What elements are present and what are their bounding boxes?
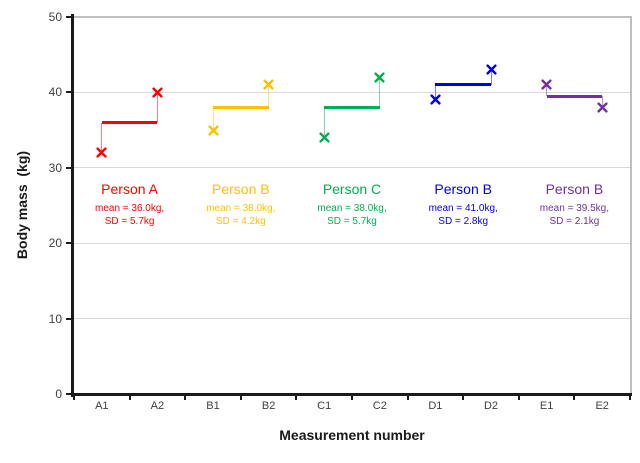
y-axis-line <box>71 14 74 397</box>
y-axis-tick <box>66 242 71 245</box>
x-tick-label: E1 <box>539 400 554 412</box>
x-axis-tick <box>406 396 409 400</box>
x-tick-label: C1 <box>317 400 332 412</box>
group-mean-text: mean = 41.0kg, <box>428 203 498 214</box>
group-title: Person B <box>545 181 604 197</box>
x-tick-label: C2 <box>372 400 387 412</box>
connector-line <box>323 107 325 138</box>
connector-line <box>434 84 436 100</box>
connector-line <box>490 69 492 85</box>
group-annotation: Person B mean = 38.0kg, SD = 4.2kg <box>183 181 299 228</box>
gridline <box>74 167 630 169</box>
group-sd-text: SD = 2.8kg <box>438 216 489 227</box>
x-axis-tick <box>629 396 631 400</box>
y-axis-tick <box>66 16 71 18</box>
connector-line <box>268 84 270 108</box>
data-marker <box>152 87 163 98</box>
gridline <box>74 318 630 320</box>
x-axis-title: Measurement number <box>279 427 425 443</box>
data-marker <box>374 72 385 83</box>
group-mean-text: mean = 39.5kg, <box>539 203 609 214</box>
plot-border-right <box>630 16 632 394</box>
connector-line <box>212 107 214 131</box>
connector-line <box>156 92 158 123</box>
group-title: Person B <box>212 181 270 197</box>
data-marker <box>263 79 274 90</box>
y-tick-label: 50 <box>48 10 62 24</box>
gridline <box>74 242 630 244</box>
x-tick-label: A2 <box>150 400 165 412</box>
group-sd-text: SD = 5.7kg <box>104 216 155 227</box>
x-axis-tick <box>351 396 353 400</box>
group-mean-text: mean = 36.0kg, <box>94 203 165 214</box>
x-axis-tick <box>73 396 75 400</box>
group-sd-text: SD = 5.7kg <box>327 216 377 227</box>
group-annotation: Person B mean = 41.0kg, SD = 2.8kg <box>405 181 521 228</box>
x-tick-label: E2 <box>595 400 609 412</box>
data-marker <box>541 79 552 90</box>
group-title: Person C <box>322 181 382 197</box>
data-marker <box>96 147 107 158</box>
group-annotation: Person B mean = 39.5kg, SD = 2.1kg <box>516 181 632 228</box>
group-title: Person A <box>101 181 158 197</box>
x-axis-tick <box>462 396 465 400</box>
y-tick-label: 30 <box>48 160 62 175</box>
x-axis-tick <box>573 396 576 400</box>
x-tick-label: B2 <box>261 400 276 412</box>
group-mean-text: mean = 38.0kg, <box>206 203 276 214</box>
data-marker <box>207 124 219 136</box>
x-tick-label: D1 <box>428 400 443 412</box>
data-marker <box>430 94 441 106</box>
group-mean-text: mean = 38.0kg, <box>317 203 387 214</box>
group-sd-text: SD = 2.1kg <box>549 216 600 227</box>
mean-line <box>101 121 158 125</box>
connector-line <box>601 96 603 108</box>
y-axis-tick <box>66 166 71 169</box>
group-annotation: Person C mean = 38.0kg, SD = 5.7kg <box>294 181 410 228</box>
y-axis-tick <box>66 317 71 320</box>
x-tick-label: B1 <box>206 400 220 412</box>
x-axis-tick <box>128 396 131 400</box>
y-axis-tick <box>66 393 71 395</box>
group-sd-text: SD = 4.2kg <box>215 216 266 227</box>
y-tick-label: 40 <box>48 85 62 100</box>
x-axis-tick <box>295 396 298 400</box>
plot-border-top <box>74 16 632 18</box>
y-axis-tick <box>66 91 71 94</box>
x-tick-label: D2 <box>483 400 499 412</box>
gridline <box>74 91 630 93</box>
group-annotation: Person A mean = 36.0kg, SD = 5.7kg <box>72 181 188 228</box>
y-tick-label: 0 <box>55 387 62 401</box>
data-marker <box>485 64 497 75</box>
data-marker <box>319 132 330 143</box>
x-axis-tick <box>184 396 187 400</box>
x-axis-tick <box>517 396 520 400</box>
mean-line <box>213 105 269 109</box>
connector-line <box>101 122 103 153</box>
connector-line <box>546 84 548 97</box>
y-tick-label: 10 <box>48 311 62 326</box>
x-tick-label: A1 <box>95 400 109 412</box>
mean-line <box>435 83 491 87</box>
group-title: Person B <box>434 181 492 197</box>
data-marker <box>597 102 608 113</box>
y-axis-title: Body mass (kg) <box>14 150 30 260</box>
x-axis-tick <box>239 396 242 400</box>
y-tick-label: 20 <box>48 236 62 251</box>
mean-line <box>324 105 380 109</box>
connector-line <box>379 77 381 108</box>
x-axis-line <box>71 393 632 396</box>
mean-line <box>546 94 603 98</box>
